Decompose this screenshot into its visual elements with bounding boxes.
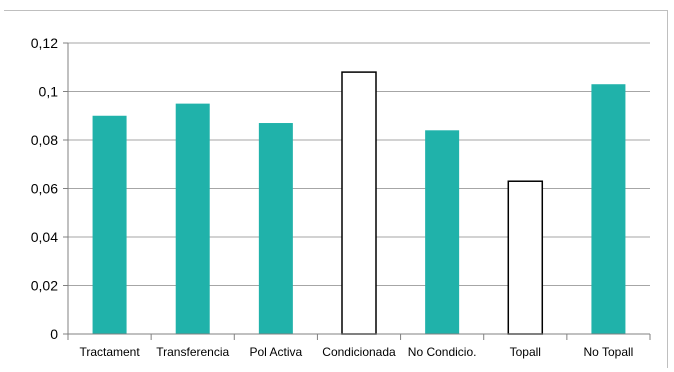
x-category-label: Transferencia: [156, 345, 229, 359]
bar-no-topall: [591, 84, 626, 334]
x-category-label: Pol Activa: [250, 345, 303, 359]
y-tick-label: 0,06: [31, 181, 58, 197]
y-tick-label: 0: [50, 326, 58, 342]
y-tick-label: 0,02: [31, 278, 58, 294]
bar-topall: [507, 180, 544, 335]
bar-pol-activa: [258, 123, 293, 335]
x-category-label: No Condicio.: [408, 345, 477, 359]
y-tick-label: 0,12: [31, 35, 58, 51]
x-category-label: No Topall: [584, 345, 634, 359]
y-tick-label: 0,1: [39, 84, 59, 100]
chart-border: [4, 10, 668, 368]
x-category-label: Topall: [510, 345, 541, 359]
bar-tractament: [92, 115, 127, 334]
bar-transferencia: [175, 103, 210, 334]
y-tick-label: 0,04: [31, 229, 58, 245]
y-tick-label: 0,08: [31, 132, 58, 148]
x-category-label: Condicionada: [322, 345, 396, 359]
bar-condicionada: [341, 71, 377, 335]
x-category-label: Tractament: [79, 345, 140, 359]
bar-no-condicio: [425, 130, 460, 334]
